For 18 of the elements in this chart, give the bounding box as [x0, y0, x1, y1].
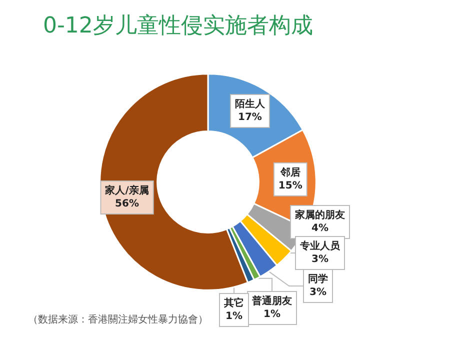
slice-label: 家属的朋友 [294, 209, 345, 221]
slice-label: 专业人员 [299, 240, 341, 252]
text: （数据来源：香港關注婦女性暴力協會） [28, 314, 208, 326]
data-label: 3% [310, 287, 326, 298]
slice-label: 普通朋友 [251, 295, 292, 307]
slice-label: 邻居 [279, 166, 300, 178]
data-label: 1% [226, 311, 242, 322]
data-label: 17% [238, 112, 262, 124]
data-label: 15% [278, 180, 302, 192]
slice-label: 同学 [308, 273, 328, 285]
slice-label: 家人/亲属 [104, 184, 149, 196]
data-label: 1% [264, 309, 280, 320]
chart-title: 0-12岁儿童性侵实施者构成 [43, 14, 313, 38]
data-label: 3% [312, 254, 328, 265]
slice-label: 陌生人 [234, 98, 266, 110]
data-label: 4% [312, 223, 328, 234]
data-label: 56% [115, 198, 139, 210]
slice-label: 其它 [223, 297, 244, 309]
